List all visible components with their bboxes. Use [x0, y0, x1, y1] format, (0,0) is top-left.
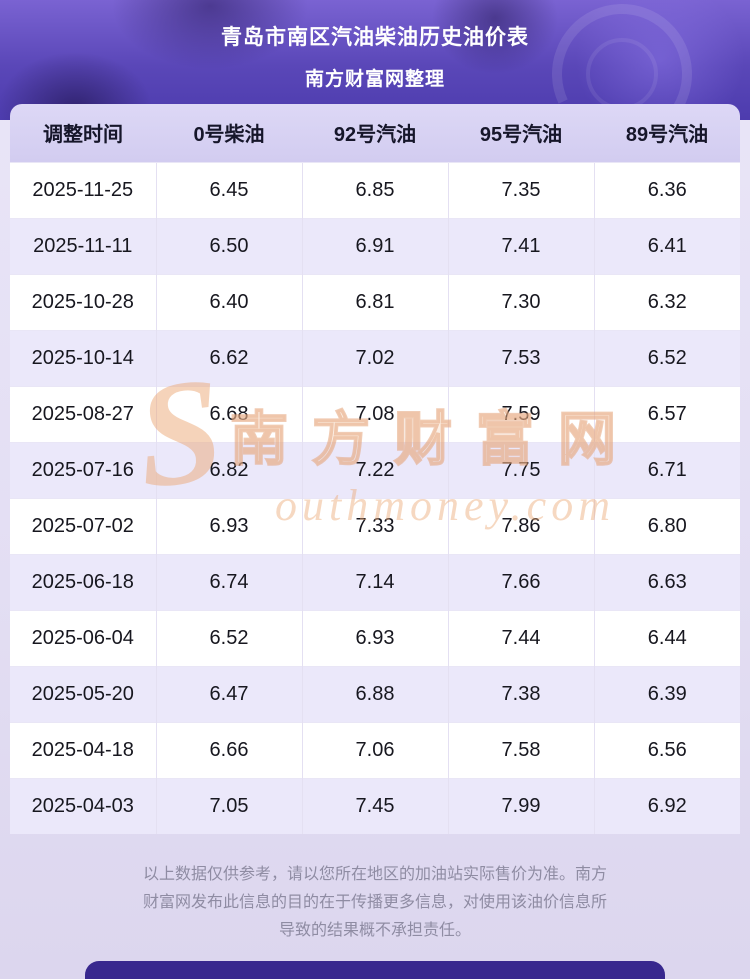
table-row: 2025-08-27 6.68 7.08 7.59 6.57 — [10, 385, 740, 442]
price-cell: 6.41 — [593, 217, 740, 274]
table-row: 2025-10-14 6.62 7.02 7.53 6.52 — [10, 329, 740, 386]
disclaimer-line: 财富网发布此信息的目的在于传播更多信息，对使用该油价信息所 — [142, 894, 607, 911]
table-head: 调整时间 0号柴油 92号汽油 95号汽油 89号汽油 — [10, 104, 740, 162]
price-cell: 6.74 — [155, 553, 302, 610]
column-header-gas-92: 92号汽油 — [302, 104, 448, 162]
price-cell: 7.06 — [301, 721, 448, 778]
table-row: 2025-11-25 6.45 6.85 7.35 6.36 — [10, 161, 740, 218]
page-title: 青岛市南区汽油柴油历史油价表 — [221, 26, 529, 49]
price-cell: 6.44 — [593, 609, 740, 666]
price-cell: 6.39 — [593, 665, 740, 722]
price-cell: 6.52 — [593, 329, 740, 386]
table-row: 2025-06-18 6.74 7.14 7.66 6.63 — [10, 553, 740, 610]
price-cell: 7.35 — [447, 161, 594, 218]
price-cell: 7.75 — [447, 441, 594, 498]
table-row: 2025-04-18 6.66 7.06 7.58 6.56 — [10, 721, 740, 778]
price-cell: 7.38 — [447, 665, 594, 722]
price-cell: 7.22 — [301, 441, 448, 498]
price-cell: 6.85 — [301, 161, 448, 218]
column-header-gas-89: 89号汽油 — [594, 104, 740, 162]
price-cell: 6.63 — [593, 553, 740, 610]
price-cell: 6.88 — [301, 665, 448, 722]
price-cell: 6.32 — [593, 273, 740, 330]
price-cell: 6.81 — [301, 273, 448, 330]
date-cell: 2025-04-18 — [10, 721, 156, 778]
date-cell: 2025-07-02 — [10, 497, 156, 554]
price-cell: 7.30 — [447, 273, 594, 330]
disclaimer-line: 导致的结果概不承担责任。 — [278, 922, 471, 939]
date-cell: 2025-08-27 — [10, 385, 156, 442]
price-cell: 7.41 — [447, 217, 594, 274]
disclaimer-text: 以上数据仅供参考，请以您所在地区的加油站实际售价为准。南方 财富网发布此信息的目… — [0, 861, 750, 945]
date-cell: 2025-11-11 — [10, 217, 156, 274]
price-cell: 6.52 — [155, 609, 302, 666]
date-cell: 2025-07-16 — [10, 441, 156, 498]
price-cell: 6.40 — [155, 273, 302, 330]
price-cell: 6.93 — [301, 609, 448, 666]
price-cell: 6.80 — [593, 497, 740, 554]
date-cell: 2025-06-18 — [10, 553, 156, 610]
price-cell: 6.71 — [593, 441, 740, 498]
date-cell: 2025-04-03 — [10, 777, 156, 834]
price-cell: 6.45 — [155, 161, 302, 218]
header-banner: 青岛市南区汽油柴油历史油价表 南方财富网整理 — [0, 0, 750, 120]
table-row: 2025-10-28 6.40 6.81 7.30 6.32 — [10, 273, 740, 330]
price-cell: 6.91 — [301, 217, 448, 274]
price-table: 调整时间 0号柴油 92号汽油 95号汽油 89号汽油 2025-11-25 6.… — [10, 104, 740, 834]
bottom-bar-decoration — [85, 961, 665, 979]
price-cell: 6.62 — [155, 329, 302, 386]
price-cell: 6.66 — [155, 721, 302, 778]
price-cell: 6.56 — [593, 721, 740, 778]
price-cell: 7.44 — [447, 609, 594, 666]
price-cell: 7.45 — [301, 777, 448, 834]
price-cell: 7.58 — [447, 721, 594, 778]
column-header-diesel-0: 0号柴油 — [156, 104, 302, 162]
price-cell: 6.92 — [593, 777, 740, 834]
banner-titles: 青岛市南区汽油柴油历史油价表 南方财富网整理 — [0, 0, 750, 91]
date-cell: 2025-05-20 — [10, 665, 156, 722]
price-cell: 7.05 — [155, 777, 302, 834]
price-cell: 6.50 — [155, 217, 302, 274]
price-cell: 7.59 — [447, 385, 594, 442]
price-cell: 6.47 — [155, 665, 302, 722]
price-cell: 7.02 — [301, 329, 448, 386]
table-body: 2025-11-25 6.45 6.85 7.35 6.36 2025-11-11 6.50… — [10, 161, 740, 834]
column-header-date: 调整时间 — [10, 104, 156, 162]
table-row: 2025-11-11 6.50 6.91 7.41 6.41 — [10, 217, 740, 274]
price-cell: 6.82 — [155, 441, 302, 498]
table-row: 2025-07-02 6.93 7.33 7.86 6.80 — [10, 497, 740, 554]
price-cell: 7.14 — [301, 553, 448, 610]
price-cell: 6.68 — [155, 385, 302, 442]
table-row: 2025-07-16 6.82 7.22 7.75 6.71 — [10, 441, 740, 498]
page-subtitle: 南方财富网整理 — [304, 69, 445, 90]
price-cell: 7.33 — [301, 497, 448, 554]
price-cell: 6.36 — [593, 161, 740, 218]
date-cell: 2025-11-25 — [10, 161, 156, 218]
price-cell: 6.93 — [155, 497, 302, 554]
price-cell: 7.53 — [447, 329, 594, 386]
column-header-gas-95: 95号汽油 — [448, 104, 594, 162]
date-cell: 2025-06-04 — [10, 609, 156, 666]
disclaimer-line: 以上数据仅供参考，请以您所在地区的加油站实际售价为准。南方 — [142, 866, 607, 883]
price-cell: 7.99 — [447, 777, 594, 834]
price-cell: 7.86 — [447, 497, 594, 554]
price-table-container: 调整时间 0号柴油 92号汽油 95号汽油 89号汽油 2025-11-25 6.… — [10, 104, 740, 834]
table-row: 2025-05-20 6.47 6.88 7.38 6.39 — [10, 665, 740, 722]
table-row: 2025-04-03 7.05 7.45 7.99 6.92 — [10, 777, 740, 834]
price-cell: 6.57 — [593, 385, 740, 442]
price-cell: 7.66 — [447, 553, 594, 610]
price-cell: 7.08 — [301, 385, 448, 442]
date-cell: 2025-10-14 — [10, 329, 156, 386]
table-header-row: 调整时间 0号柴油 92号汽油 95号汽油 89号汽油 — [10, 104, 740, 162]
date-cell: 2025-10-28 — [10, 273, 156, 330]
table-row: 2025-06-04 6.52 6.93 7.44 6.44 — [10, 609, 740, 666]
